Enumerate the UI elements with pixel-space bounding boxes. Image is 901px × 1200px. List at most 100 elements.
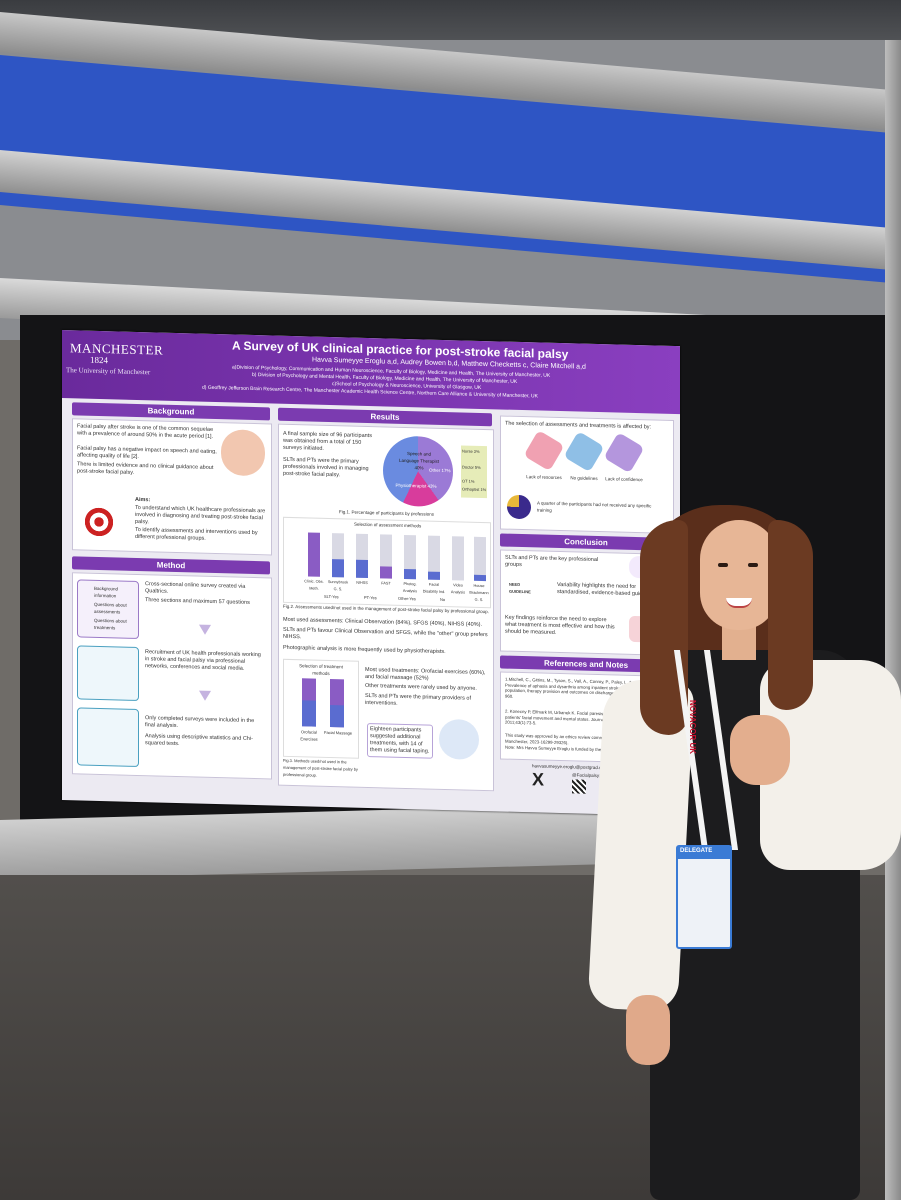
smile xyxy=(726,598,752,608)
results-point: SLTs and PTs favour Clinical Observation… xyxy=(283,626,488,641)
arrow-down-icon xyxy=(199,624,211,635)
need-guideline: NEED GUIDELINE xyxy=(509,581,531,595)
university-logo: MANCHESTER xyxy=(70,340,164,358)
chart-category: Sunnybrook G. S. xyxy=(327,579,349,592)
background-point: Facial palsy after stroke is one of the … xyxy=(77,423,214,440)
chart-legend: Other-Yes xyxy=(398,595,416,602)
resources-icon xyxy=(523,429,565,472)
target-icon xyxy=(81,503,117,541)
aim: To understand which UK healthcare profes… xyxy=(135,504,266,526)
method-point: Cross-sectional online survey created vi… xyxy=(145,581,246,595)
quarter-pie-chart xyxy=(507,494,531,520)
results-point: Photographic analysis is more frequently… xyxy=(283,644,446,656)
x-logo-icon: X xyxy=(532,769,545,790)
chart-bar xyxy=(474,574,486,582)
hair-strand-left xyxy=(640,520,688,735)
pie-label: Physiotherapist 43% xyxy=(395,482,437,489)
chart-bar xyxy=(330,705,344,728)
fig1-caption: Fig.1. Percentage of participants by pro… xyxy=(339,509,435,517)
right-post xyxy=(885,40,901,1200)
method-point: Analysis using descriptive statistics an… xyxy=(145,733,253,748)
poster: MANCHESTER 1824 The University of Manche… xyxy=(62,330,680,817)
chart-legend: No xyxy=(440,596,446,603)
qr-code-icon xyxy=(572,779,586,794)
survey-label: Questions about assessments xyxy=(94,601,127,615)
chart-category: Video Analysis xyxy=(450,583,466,595)
treatment-point: Most used treatments: Orofacial exercise… xyxy=(365,666,486,682)
badge-header xyxy=(678,847,730,859)
arrow-down-icon xyxy=(199,690,211,701)
background-heading: Background xyxy=(72,402,270,421)
name-badge xyxy=(676,845,732,949)
background-panel: Facial palsy after stroke is one of the … xyxy=(72,418,272,556)
analysis-graphic xyxy=(77,707,139,768)
eighteen-participants: Eighteen participants suggested addition… xyxy=(367,722,433,759)
factors-panel: The selection of assessments and treatme… xyxy=(500,415,674,535)
quarter-note: A quarter of the participants had not re… xyxy=(537,500,652,513)
pie-label: Nurse 3% xyxy=(462,448,480,454)
pie-label: Other 17% xyxy=(429,467,451,474)
poster-title: A Survey of UK clinical practice for pos… xyxy=(232,338,569,362)
eye xyxy=(718,563,728,567)
eye xyxy=(748,563,758,567)
badge-label: DELEGATE xyxy=(680,848,713,854)
lanyard-text: NOVACOR UK xyxy=(688,700,697,755)
assessment-chart: Selection of assessment methods Clinic. … xyxy=(283,516,491,609)
pie-label: Doctor 5% xyxy=(462,464,481,470)
method-point: Only completed surveys were included in … xyxy=(145,715,255,730)
results-point: A final sample size of 96 participants w… xyxy=(283,430,372,452)
background-point: Facial palsy has a negative impact on sp… xyxy=(77,445,217,461)
treatment-point: Other treatments were rarely used by any… xyxy=(365,682,477,692)
hair-strand-right xyxy=(768,520,813,710)
treatment-chart: Selection of treatment methods Orofacial… xyxy=(283,658,359,759)
chart-category: FAST xyxy=(381,581,391,586)
fig3-caption: Fig.3. Methods used/not used in the mana… xyxy=(283,757,358,778)
chart-bar xyxy=(428,571,440,580)
chart-category: Clinic. Obs. Meth. xyxy=(304,579,324,591)
chart-category: Orofacial Exercises xyxy=(300,729,318,742)
fig3-title: Selection of treatment methods xyxy=(299,663,343,677)
method-point: Three sections and maximum 57 questions xyxy=(145,597,250,606)
background-point: There is limited evidence and no clinica… xyxy=(77,461,214,476)
social-network-graphic xyxy=(77,645,139,702)
factor-label: No guidelines xyxy=(570,475,598,482)
aim: To identify assessments and intervention… xyxy=(135,526,258,542)
conclusion-point: SLTs and PTs are the key professional gr… xyxy=(505,554,599,569)
pie-label: OT 1% xyxy=(462,478,475,484)
chart-category: NIHSS xyxy=(356,580,368,586)
aims-label: Aims: xyxy=(135,496,151,504)
survey-label: Questions about treatments xyxy=(94,617,127,631)
chart-category: Facial Disability Ind. xyxy=(422,582,446,595)
chart-legend: PT-Yes xyxy=(364,594,377,601)
results-heading: Results xyxy=(278,407,492,427)
pie-breakout: Nurse 3% Doctor 5% OT 1% Orthoptist 1% xyxy=(461,445,487,499)
chart-bar xyxy=(356,559,368,579)
chart-category: House Brackmann G. S. xyxy=(469,583,489,603)
face-illustration xyxy=(221,429,265,477)
chart-bar xyxy=(302,700,316,727)
chart-category: Photog. Analysis xyxy=(402,581,418,594)
chart-legend: SLT-Yes xyxy=(324,593,339,600)
hand-thumbs-up xyxy=(730,715,790,785)
guidelines-icon xyxy=(563,431,605,473)
face xyxy=(700,520,778,630)
survey-label: Background information xyxy=(94,585,119,599)
factor-label: Lack of resources xyxy=(526,474,562,481)
affected-by: The selection of assessments and treatme… xyxy=(505,420,652,431)
conclusion-point: Key findings reinforce the need to explo… xyxy=(505,614,615,636)
method-heading: Method xyxy=(72,556,270,575)
chart-category: Facial Massage xyxy=(324,729,353,736)
results-panel: A final sample size of 96 participants w… xyxy=(278,423,494,792)
fig2-title: Selection of assessment methods xyxy=(354,521,422,529)
clinician-illustration xyxy=(439,718,479,760)
treatment-point: SLTs and PTs were the primary providers … xyxy=(365,692,471,707)
pie-label: Orthoptist 1% xyxy=(462,486,487,493)
neck xyxy=(722,625,756,660)
method-panel: Background information Questions about a… xyxy=(72,572,272,780)
chart-bar xyxy=(380,566,392,579)
results-point: SLTs and PTs were the primary profession… xyxy=(283,456,369,479)
chart-bar xyxy=(308,532,320,577)
chart-bar xyxy=(404,568,416,580)
factor-label: Lack of confidence xyxy=(605,476,643,483)
chart-bar xyxy=(332,559,344,578)
